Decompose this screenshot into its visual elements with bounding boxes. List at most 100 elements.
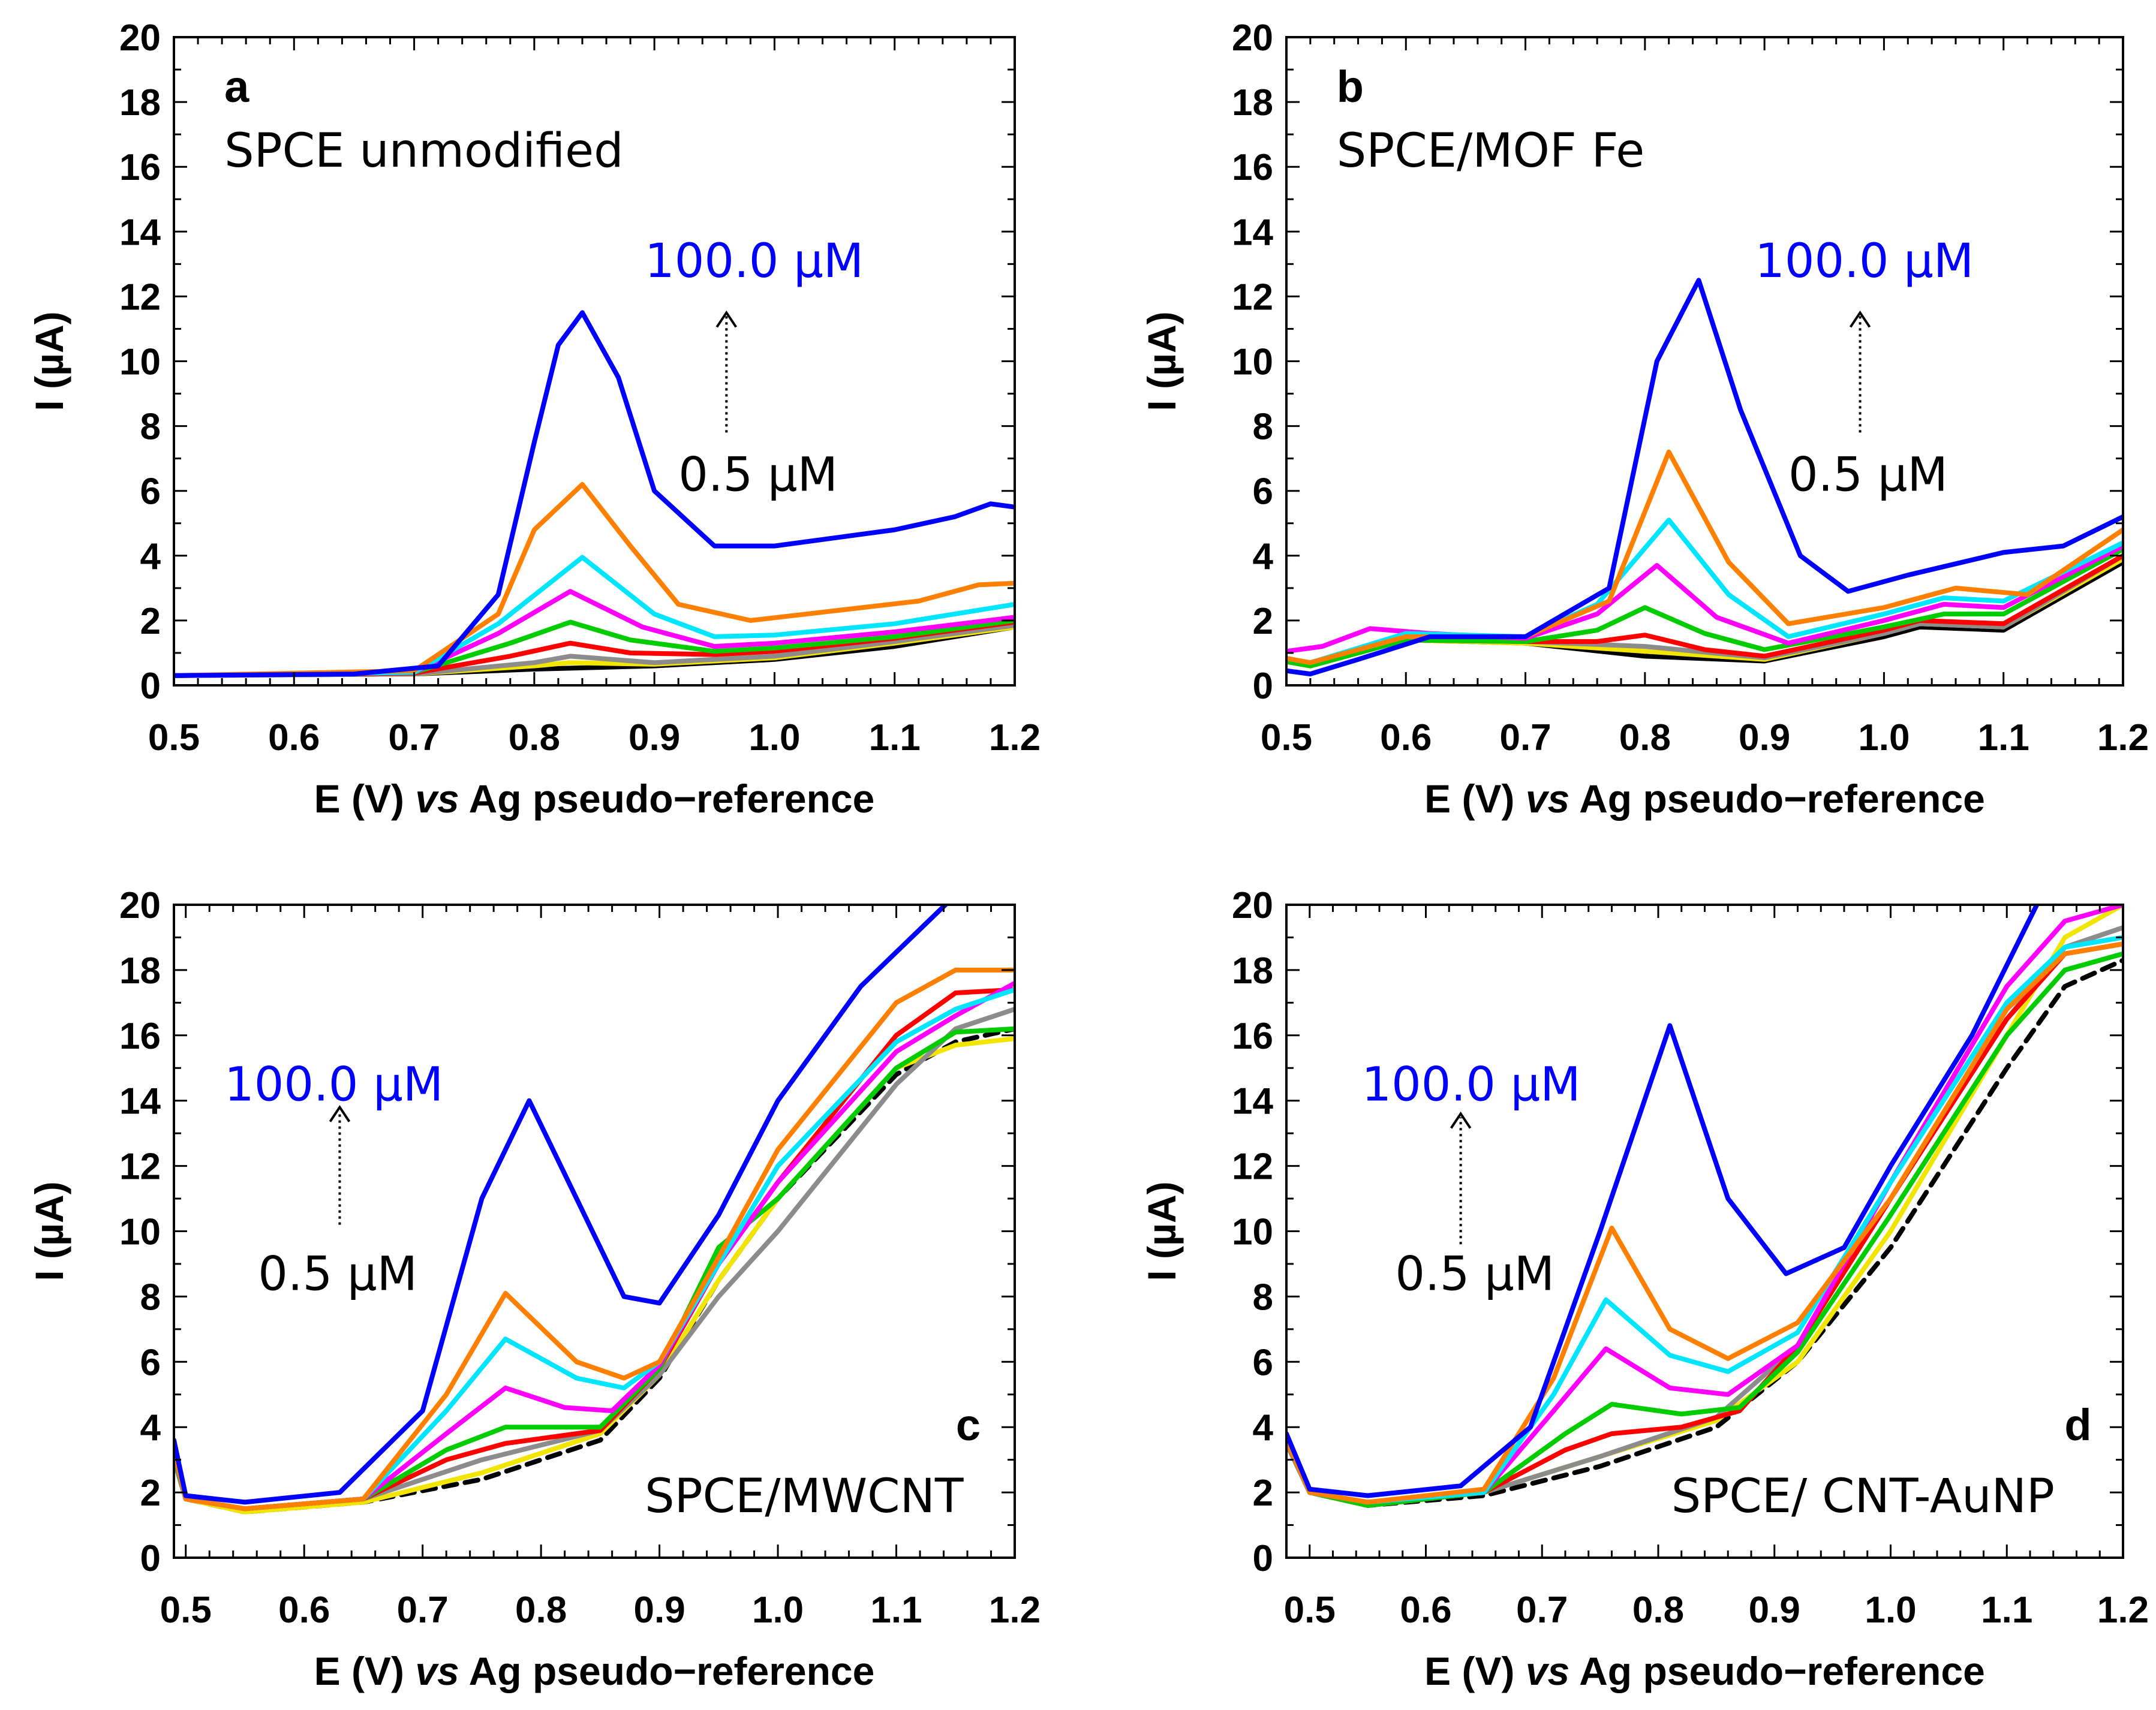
y-tick-label: 12 bbox=[119, 1146, 161, 1188]
x-axis-label: E (V) vs Ag pseudo−reference bbox=[314, 1649, 875, 1693]
panel-letter: d bbox=[2064, 1400, 2091, 1450]
y-tick-label: 0 bbox=[140, 666, 161, 707]
y-tick-label: 20 bbox=[119, 885, 161, 926]
trace-green bbox=[1286, 547, 2123, 669]
x-tick-label: 1.0 bbox=[752, 1589, 804, 1631]
x-tick-label: 0.6 bbox=[268, 717, 320, 758]
y-tick-label: 8 bbox=[140, 1277, 161, 1318]
trace-blue bbox=[1286, 278, 2123, 677]
annotation-0.5uM: 0.5 µM bbox=[1788, 448, 1948, 502]
x-tick-label: 1.0 bbox=[1865, 1589, 1916, 1631]
trace-blue bbox=[1286, 905, 2040, 1498]
y-tick-label: 20 bbox=[1232, 17, 1273, 59]
traces bbox=[174, 310, 1015, 678]
y-tick-label: 0 bbox=[140, 1538, 161, 1579]
x-tick-label: 0.9 bbox=[1739, 717, 1790, 758]
y-tick-label: 6 bbox=[1253, 1342, 1273, 1383]
panel-letter: a bbox=[224, 62, 249, 112]
y-tick-label: 16 bbox=[119, 1016, 161, 1057]
trace-blue bbox=[174, 310, 1015, 678]
trace-green bbox=[174, 618, 1015, 678]
x-axis-label-part: Ag pseudo−reference bbox=[1569, 1649, 1985, 1693]
y-tick-label: 2 bbox=[140, 601, 161, 642]
annotation-100uM: 100.0 µM bbox=[1362, 1058, 1581, 1112]
y-tick-label: 10 bbox=[1232, 342, 1273, 383]
panel-label: SPCE/ CNT-AuNP bbox=[1671, 1470, 2055, 1524]
x-tick-label: 0.5 bbox=[1284, 1589, 1336, 1631]
x-axis-label: E (V) vs Ag pseudo−reference bbox=[1424, 1649, 1985, 1693]
x-axis-label-part: E (V) bbox=[314, 1649, 416, 1693]
y-tick-label: 16 bbox=[1232, 1016, 1273, 1057]
annotation-0.5uM: 0.5 µM bbox=[258, 1248, 417, 1302]
y-tick-label: 12 bbox=[1232, 276, 1273, 318]
y-tick-label: 4 bbox=[140, 1407, 161, 1449]
panel-a: 0 2 4 6 8 10 12 14 16 18 20 0.5 0.6 0.7 0.8 0.9 1.0 1.1 1.… bbox=[27, 17, 1041, 821]
x-axis-label-part: vs bbox=[1526, 1649, 1569, 1693]
x-tick-label: 1.0 bbox=[748, 717, 800, 758]
y-tick-label: 20 bbox=[1232, 885, 1273, 926]
x-axis-label-part: E (V) bbox=[1424, 1649, 1526, 1693]
x-axis-label: E (V) vs Ag pseudo−reference bbox=[314, 776, 875, 821]
y-tick-label: 14 bbox=[119, 1081, 161, 1122]
x-tick-label: 0.7 bbox=[397, 1589, 449, 1631]
y-tick-label: 10 bbox=[119, 1212, 161, 1253]
trace-orange bbox=[1286, 941, 2123, 1505]
y-axis-label: I (µA) bbox=[1139, 311, 1184, 411]
trace-green bbox=[1286, 951, 2123, 1508]
x-axis-label-part: vs bbox=[1526, 776, 1569, 821]
panel-label: SPCE/MWCNT bbox=[645, 1470, 964, 1524]
annotation-100uM: 100.0 µM bbox=[224, 1058, 443, 1112]
panel-label: SPCE unmodified bbox=[224, 124, 623, 178]
arrow-head-icon bbox=[1849, 310, 1871, 328]
y-tick-label: 18 bbox=[1232, 82, 1273, 124]
panel-c: 0 2 4 6 8 10 12 14 16 18 20 0.5 0.6 0.7 0.8 0.9 1.0 1.1 1.… bbox=[27, 885, 1041, 1693]
y-tick-label: 12 bbox=[1232, 1146, 1273, 1188]
x-tick-label: 1.1 bbox=[1981, 1589, 2032, 1631]
x-axis-label-part: E (V) bbox=[314, 776, 416, 821]
y-tick-label: 6 bbox=[140, 1342, 161, 1383]
y-axis-label: I (µA) bbox=[1139, 1181, 1184, 1281]
traces bbox=[1286, 278, 2123, 677]
trace-blue bbox=[174, 905, 949, 1505]
panel-d: 0 2 4 6 8 10 12 14 16 18 20 0.5 0.6 0.7 0.8 0.9 1.0 1.1 1.… bbox=[1139, 885, 2149, 1693]
x-tick-label: 0.5 bbox=[1261, 717, 1312, 758]
trace-cyan bbox=[174, 555, 1015, 678]
y-tick-label: 18 bbox=[1232, 950, 1273, 992]
y-tick-label: 18 bbox=[119, 82, 161, 124]
x-axis-label-part: Ag pseudo−reference bbox=[459, 1649, 875, 1693]
x-tick-label: 0.7 bbox=[1499, 717, 1551, 758]
arrow-head-icon bbox=[715, 310, 737, 328]
y-tick-label: 6 bbox=[1253, 471, 1273, 513]
x-tick-label: 0.9 bbox=[634, 1589, 685, 1631]
annotation-0.5uM: 0.5 µM bbox=[1395, 1248, 1554, 1302]
x-tick-label: 0.6 bbox=[1400, 1589, 1451, 1631]
x-tick-label: 0.8 bbox=[1619, 717, 1671, 758]
trace-orange bbox=[1286, 449, 2123, 666]
x-axis-label-part: Ag pseudo−reference bbox=[459, 776, 875, 821]
traces bbox=[1286, 905, 2123, 1508]
y-tick-label: 8 bbox=[1253, 407, 1273, 448]
x-tick-label: 1.2 bbox=[2097, 1589, 2149, 1631]
x-tick-label: 0.6 bbox=[278, 1589, 330, 1631]
x-tick-label: 1.2 bbox=[989, 1589, 1041, 1631]
y-tick-label: 6 bbox=[140, 471, 161, 513]
y-axis-label: I (µA) bbox=[27, 1181, 71, 1281]
y-tick-label: 14 bbox=[1232, 212, 1273, 253]
y-tick-label: 2 bbox=[1253, 1473, 1273, 1514]
y-tick-label: 20 bbox=[119, 17, 161, 59]
traces bbox=[174, 905, 1015, 1515]
x-tick-label: 0.8 bbox=[509, 717, 560, 758]
arrow-head-icon bbox=[1450, 1111, 1472, 1129]
x-axis-label-part: vs bbox=[415, 776, 459, 821]
x-tick-label: 1.1 bbox=[1978, 717, 2029, 758]
x-tick-label: 0.7 bbox=[388, 717, 440, 758]
annotation-100uM: 100.0 µM bbox=[1755, 234, 1974, 288]
x-tick-label: 0.5 bbox=[148, 717, 200, 758]
x-tick-label: 0.7 bbox=[1516, 1589, 1568, 1631]
panel-letter: b bbox=[1337, 62, 1364, 112]
x-tick-label: 0.9 bbox=[629, 717, 680, 758]
trace-cyan bbox=[1286, 517, 2123, 666]
y-tick-label: 14 bbox=[1232, 1081, 1273, 1122]
x-tick-label: 0.6 bbox=[1380, 717, 1432, 758]
y-tick-label: 10 bbox=[119, 342, 161, 383]
